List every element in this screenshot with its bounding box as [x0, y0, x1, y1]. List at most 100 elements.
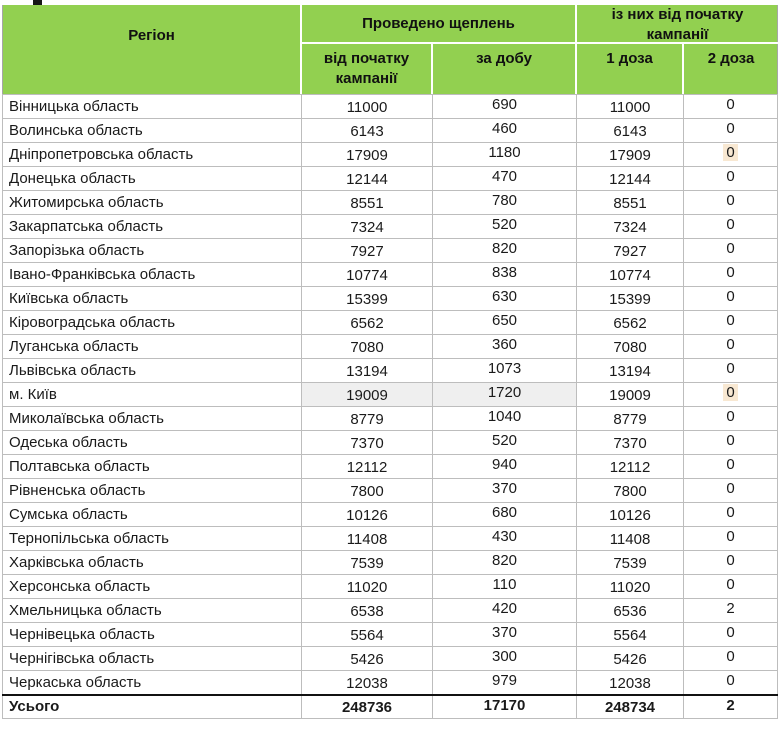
table-row: Вінницька область 11000 690 11000 0 — [2, 94, 778, 119]
region-name: Черкаська область — [2, 670, 302, 695]
dose1-cell: 7927 — [576, 238, 684, 263]
campaign-total-cell: 7539 — [301, 550, 433, 575]
region-name: Житомирська область — [2, 190, 302, 215]
region-name: Чернівецька область — [2, 622, 302, 647]
total-per-day-cell: 17170 — [432, 693, 577, 719]
per-day-cell: 1720 — [432, 382, 577, 407]
header-region: Регіон — [3, 5, 302, 94]
table-row: Рівненська область 7800 370 7800 0 — [2, 478, 778, 503]
per-day-cell: 430 — [432, 526, 577, 551]
total-label: Усього — [2, 693, 302, 719]
region-name: Волинська область — [2, 118, 302, 143]
per-day-cell: 110 — [432, 574, 577, 599]
region-name: Хмельницька область — [2, 598, 302, 623]
total-row: Усього 248736 17170 248734 2 — [2, 693, 778, 719]
per-day-cell: 979 — [432, 670, 577, 695]
dose2-cell: 0 — [683, 238, 778, 263]
campaign-total-cell: 7370 — [301, 430, 433, 455]
dose2-cell: 0 — [683, 118, 778, 143]
campaign-total-cell: 7324 — [301, 214, 433, 239]
table-row: Хмельницька область 6538 420 6536 2 — [2, 598, 778, 623]
per-day-cell: 820 — [432, 550, 577, 575]
header-sub-campaign-total: від початку кампанії — [302, 44, 433, 94]
campaign-total-cell: 17909 — [301, 142, 433, 167]
region-name: Запорізька область — [2, 238, 302, 263]
dose1-cell: 6143 — [576, 118, 684, 143]
per-day-cell: 370 — [432, 622, 577, 647]
dose2-cell: 0 — [683, 262, 778, 287]
campaign-total-cell: 7800 — [301, 478, 433, 503]
table-row: Закарпатська область 7324 520 7324 0 — [2, 214, 778, 239]
table-row: Кіровоградська область 6562 650 6562 0 — [2, 310, 778, 335]
per-day-cell: 680 — [432, 502, 577, 527]
table-row: Харківська область 7539 820 7539 0 — [2, 550, 778, 575]
campaign-total-cell: 11020 — [301, 574, 433, 599]
top-edge-tick — [33, 0, 42, 5]
per-day-cell: 630 — [432, 286, 577, 311]
dose2-cell: 0 — [683, 670, 778, 695]
per-day-cell: 460 — [432, 118, 577, 143]
per-day-cell: 780 — [432, 190, 577, 215]
dose1-cell: 7080 — [576, 334, 684, 359]
dose2-cell: 0 — [683, 406, 778, 431]
dose1-cell: 6562 — [576, 310, 684, 335]
dose1-cell: 15399 — [576, 286, 684, 311]
dose2-cell: 0 — [683, 526, 778, 551]
campaign-total-cell: 12038 — [301, 670, 433, 695]
dose1-cell: 13194 — [576, 358, 684, 383]
dose2-cell: 0 — [683, 214, 778, 239]
per-day-cell: 520 — [432, 214, 577, 239]
dose1-cell: 12144 — [576, 166, 684, 191]
region-name: Харківська область — [2, 550, 302, 575]
dose1-cell: 10126 — [576, 502, 684, 527]
campaign-total-cell: 15399 — [301, 286, 433, 311]
campaign-total-cell: 10126 — [301, 502, 433, 527]
dose2-cell: 0 — [683, 94, 778, 119]
dose1-cell: 11000 — [576, 94, 684, 119]
dose2-cell: 0 — [683, 454, 778, 479]
region-name: Рівненська область — [2, 478, 302, 503]
campaign-total-cell: 12112 — [301, 454, 433, 479]
table-row: Житомирська область 8551 780 8551 0 — [2, 190, 778, 215]
region-name: Тернопільська область — [2, 526, 302, 551]
table-row: Черкаська область 12038 979 12038 0 — [2, 670, 778, 695]
dose1-cell: 6536 — [576, 598, 684, 623]
dose1-cell: 19009 — [576, 382, 684, 407]
per-day-cell: 420 — [432, 598, 577, 623]
vaccination-table: Регіон Проведено щеплень із них від поча… — [2, 5, 778, 719]
dose2-cell: 0 — [683, 166, 778, 191]
dose2-cell: 0 — [683, 142, 778, 167]
region-name: Одеська область — [2, 430, 302, 455]
dose2-cell: 0 — [683, 622, 778, 647]
region-name: Полтавська область — [2, 454, 302, 479]
header-sub-dose2: 2 доза — [707, 50, 755, 67]
dose1-cell: 7324 — [576, 214, 684, 239]
region-name: Київська область — [2, 286, 302, 311]
dose1-cell: 7800 — [576, 478, 684, 503]
highlighted-value: 0 — [723, 384, 738, 401]
campaign-total-cell: 13194 — [301, 358, 433, 383]
dose2-cell: 0 — [683, 430, 778, 455]
per-day-cell: 650 — [432, 310, 577, 335]
campaign-total-cell: 19009 — [301, 382, 433, 407]
table-row: Волинська область 6143 460 6143 0 — [2, 118, 778, 143]
campaign-total-cell: 6562 — [301, 310, 433, 335]
campaign-total-cell: 5426 — [301, 646, 433, 671]
campaign-total-cell: 11000 — [301, 94, 433, 119]
table-body: Вінницька область 11000 690 11000 0 Волинська… — [2, 94, 778, 719]
highlighted-value: 0 — [723, 144, 738, 161]
region-name: Львівська область — [2, 358, 302, 383]
table-row: Сумська область 10126 680 10126 0 — [2, 502, 778, 527]
dose1-cell: 5426 — [576, 646, 684, 671]
per-day-cell: 1073 — [432, 358, 577, 383]
campaign-total-cell: 6538 — [301, 598, 433, 623]
total-dose2-cell: 2 — [683, 693, 778, 719]
dose2-cell: 0 — [683, 382, 778, 407]
dose2-cell: 0 — [683, 334, 778, 359]
table-row: Чернігівська область 5426 300 5426 0 — [2, 646, 778, 671]
top-edge-artifact — [0, 0, 779, 5]
region-name: Закарпатська область — [2, 214, 302, 239]
dose2-cell: 2 — [683, 598, 778, 623]
dose1-cell: 12112 — [576, 454, 684, 479]
region-name: Дніпропетровська область — [2, 142, 302, 167]
